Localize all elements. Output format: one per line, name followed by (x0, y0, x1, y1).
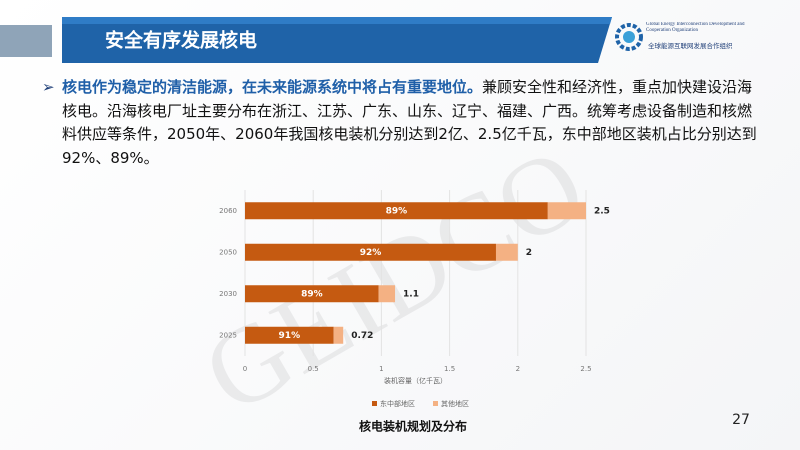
legend-swatch (433, 401, 438, 406)
page-number: 27 (732, 412, 750, 428)
x-tick-label: 0.5 (308, 365, 319, 373)
bar-segment (378, 285, 396, 303)
bar-segment (245, 243, 496, 261)
caption: 核电装机规划及分布 (359, 419, 467, 434)
x-tick-label: 2 (516, 365, 520, 373)
bullet: ➢ 核电作为稳定的清洁能源，在未来能源系统中将占有重要地位。兼顾安全性和经济性，重… (42, 76, 762, 170)
bar-share-label: 92% (360, 248, 382, 258)
legend-label: 东中部地区 (380, 399, 415, 408)
bar-segment (245, 285, 379, 303)
legend-swatch (372, 401, 377, 406)
bar-share-label: 89% (386, 206, 408, 216)
x-tick-label: 2.5 (580, 365, 591, 373)
legend-label: 其他地区 (441, 399, 469, 408)
bar-segment (245, 202, 548, 220)
bar-segment (333, 326, 344, 344)
bar-segment (245, 326, 334, 344)
x-tick-label: 1.5 (444, 365, 455, 373)
bullet-text: 兼顾安全性和经济性，重点加快建设沿海核电。沿海核电厂址主要分布在浙江、江苏、广东… (62, 78, 757, 167)
y-tick-label: 2050 (219, 248, 237, 256)
bar-segment (495, 243, 518, 261)
x-axis-label: 装机容量（亿千瓦） (384, 376, 447, 385)
bar-share-label: 89% (301, 289, 323, 299)
x-tick-label: 0 (243, 365, 247, 373)
logo-en: Global Energy Interconnection Developmen… (646, 22, 745, 33)
y-tick-label: 2030 (219, 290, 237, 298)
header-title: 安全有序发展核电 (105, 29, 257, 52)
logo (615, 23, 643, 51)
logo-text-box: Global Energy Interconnection Developmen… (646, 22, 745, 33)
bar-total-label: 2 (526, 248, 532, 258)
bar-total-label: 1.1 (403, 289, 419, 299)
bullet-arrow: ➢ (42, 78, 55, 96)
logo-core (623, 31, 635, 43)
x-tick-label: 1 (379, 365, 383, 373)
header-shine (62, 17, 612, 24)
y-tick-label: 2025 (219, 331, 237, 339)
logo-cn: 全球能源互联网发展合作组织 (648, 41, 733, 50)
bar-share-label: 91% (279, 331, 301, 341)
bar-total-label: 0.72 (351, 331, 373, 341)
y-tick-label: 2060 (219, 207, 237, 215)
bullet-emphasis: 核电作为稳定的清洁能源，在未来能源系统中将占有重要地位。 (62, 78, 483, 96)
header-bar (62, 17, 612, 63)
watermark: GEIDCO (184, 123, 605, 436)
bar-total-label: 2.5 (594, 206, 610, 216)
bar-segment (547, 202, 586, 220)
header-accent (0, 25, 52, 57)
